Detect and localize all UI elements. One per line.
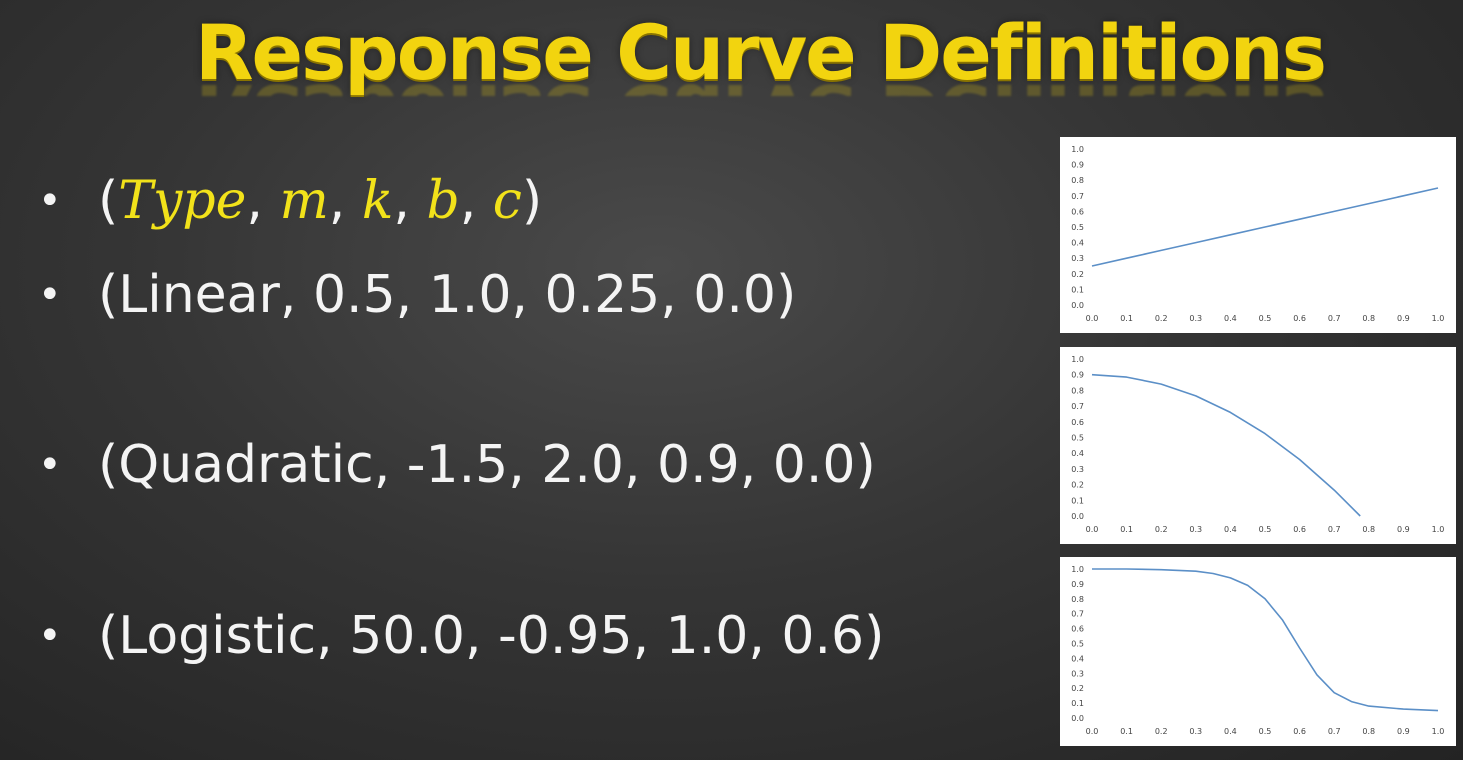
y-tick-label: 0.2 bbox=[1071, 481, 1084, 490]
x-tick-label: 0.8 bbox=[1362, 727, 1375, 736]
y-tick-label: 0.5 bbox=[1071, 223, 1084, 232]
bullet-logistic: • (Logistic, 50.0, -0.95, 1.0, 0.6) bbox=[38, 603, 884, 666]
x-tick-label: 0.7 bbox=[1328, 727, 1341, 736]
y-tick-label: 0.1 bbox=[1071, 496, 1084, 505]
y-tick-label: 0.5 bbox=[1071, 434, 1084, 443]
param-b: b bbox=[426, 171, 460, 231]
x-tick-label: 0.0 bbox=[1086, 525, 1099, 534]
x-tick-label: 0.8 bbox=[1362, 525, 1375, 534]
x-tick-label: 0.0 bbox=[1086, 314, 1099, 323]
x-tick-label: 0.6 bbox=[1293, 727, 1306, 736]
y-tick-label: 1.0 bbox=[1071, 145, 1084, 154]
param-k: k bbox=[361, 171, 394, 231]
x-tick-label: 1.0 bbox=[1432, 525, 1445, 534]
x-tick-label: 0.3 bbox=[1189, 314, 1202, 323]
bullet-dot: • bbox=[38, 178, 62, 224]
y-tick-label: 0.6 bbox=[1071, 207, 1084, 216]
y-tick-label: 0.9 bbox=[1071, 161, 1084, 170]
y-tick-label: 1.0 bbox=[1071, 565, 1084, 574]
param-c: c bbox=[492, 171, 522, 231]
x-tick-label: 0.4 bbox=[1224, 525, 1237, 534]
y-tick-label: 0.3 bbox=[1071, 465, 1084, 474]
title-reflection: Response Curve Definitions bbox=[195, 74, 1325, 96]
bullet-dot: • bbox=[38, 272, 62, 318]
bullet-quadratic: • (Quadratic, -1.5, 2.0, 0.9, 0.0) bbox=[38, 432, 876, 495]
x-tick-label: 0.4 bbox=[1224, 314, 1237, 323]
x-tick-label: 0.8 bbox=[1362, 314, 1375, 323]
x-tick-label: 0.7 bbox=[1328, 525, 1341, 534]
y-tick-label: 0.8 bbox=[1071, 176, 1084, 185]
y-tick-label: 0.8 bbox=[1071, 595, 1084, 604]
quadratic-curve-chart: 0.0 0.1 0.2 0.3 0.4 0.5 0.6 0.7 0.8 0.9 1.0 0.0 0.1 0… bbox=[1071, 355, 1445, 534]
x-tick-label: 0.3 bbox=[1189, 525, 1202, 534]
x-tick-label: 0.9 bbox=[1397, 525, 1410, 534]
logistic-curve-chart: 0.0 0.1 0.2 0.3 0.4 0.5 0.6 0.7 0.8 0.9 1.0 0.0 0.1 0… bbox=[1071, 565, 1445, 736]
x-tick-label: 0.6 bbox=[1293, 314, 1306, 323]
linear-curve-plot: 0.0 0.1 0.2 0.3 0.4 0.5 0.6 0.7 0.8 0.9 1.0 0.0 0.1 0… bbox=[1060, 137, 1456, 333]
logistic-definition: (Logistic, 50.0, -0.95, 1.0, 0.6) bbox=[98, 606, 885, 666]
logistic-curve-plot: 0.0 0.1 0.2 0.3 0.4 0.5 0.6 0.7 0.8 0.9 1.0 0.0 0.1 0… bbox=[1060, 557, 1456, 746]
x-tick-label: 0.3 bbox=[1189, 727, 1202, 736]
x-tick-label: 1.0 bbox=[1432, 314, 1445, 323]
y-tick-label: 0.4 bbox=[1071, 449, 1084, 458]
x-tick-label: 0.1 bbox=[1120, 525, 1133, 534]
x-tick-label: 0.5 bbox=[1259, 314, 1272, 323]
y-tick-label: 0.0 bbox=[1071, 301, 1084, 310]
x-tick-label: 0.2 bbox=[1155, 727, 1168, 736]
y-tick-label: 0.5 bbox=[1071, 640, 1084, 649]
y-tick-label: 0.1 bbox=[1071, 699, 1084, 708]
x-tick-label: 0.1 bbox=[1120, 314, 1133, 323]
y-tick-label: 0.7 bbox=[1071, 610, 1084, 619]
y-tick-label: 0.0 bbox=[1071, 714, 1084, 723]
y-tick-label: 0.6 bbox=[1071, 625, 1084, 634]
bullet-linear: • (Linear, 0.5, 1.0, 0.25, 0.0) bbox=[38, 262, 796, 325]
param-type: Type bbox=[118, 171, 247, 231]
x-tick-label: 0.1 bbox=[1120, 727, 1133, 736]
y-tick-label: 0.7 bbox=[1071, 192, 1084, 201]
y-tick-label: 0.4 bbox=[1071, 654, 1084, 663]
curve-line bbox=[1092, 568, 1439, 712]
y-tick-label: 0.0 bbox=[1071, 512, 1084, 521]
y-tick-label: 0.8 bbox=[1071, 386, 1084, 395]
y-tick-label: 0.9 bbox=[1071, 371, 1084, 380]
linear-curve-chart: 0.0 0.1 0.2 0.3 0.4 0.5 0.6 0.7 0.8 0.9 1.0 0.0 0.1 0… bbox=[1071, 145, 1445, 323]
y-tick-label: 0.1 bbox=[1071, 285, 1084, 294]
y-tick-label: 0.3 bbox=[1071, 669, 1084, 678]
y-tick-label: 0.7 bbox=[1071, 402, 1084, 411]
bullet-dot: • bbox=[38, 613, 62, 659]
x-tick-label: 1.0 bbox=[1432, 727, 1445, 736]
quadratic-definition: (Quadratic, -1.5, 2.0, 0.9, 0.0) bbox=[98, 435, 876, 495]
curve-line bbox=[1091, 187, 1439, 267]
linear-definition: (Linear, 0.5, 1.0, 0.25, 0.0) bbox=[98, 265, 797, 325]
y-tick-label: 0.9 bbox=[1071, 580, 1084, 589]
y-tick-label: 1.0 bbox=[1071, 355, 1084, 364]
x-tick-label: 0.5 bbox=[1259, 525, 1272, 534]
x-tick-label: 0.4 bbox=[1224, 727, 1237, 736]
bullet-signature: • (Type, m, k, b, c) bbox=[38, 171, 543, 231]
y-tick-label: 0.4 bbox=[1071, 239, 1084, 248]
slide-title: Response Curve Definitions bbox=[195, 8, 1327, 97]
y-tick-label: 0.2 bbox=[1071, 684, 1084, 693]
x-tick-label: 0.6 bbox=[1293, 525, 1306, 534]
param-m: m bbox=[279, 171, 329, 231]
curve-line bbox=[1091, 373, 1361, 517]
x-tick-label: 0.7 bbox=[1328, 314, 1341, 323]
x-tick-label: 0.9 bbox=[1397, 727, 1410, 736]
x-tick-label: 0.2 bbox=[1155, 525, 1168, 534]
bullet-dot: • bbox=[38, 442, 62, 488]
y-tick-label: 0.3 bbox=[1071, 254, 1084, 263]
x-tick-label: 0.9 bbox=[1397, 314, 1410, 323]
x-tick-label: 0.5 bbox=[1259, 727, 1272, 736]
x-tick-label: 0.0 bbox=[1086, 727, 1099, 736]
quadratic-curve-plot: 0.0 0.1 0.2 0.3 0.4 0.5 0.6 0.7 0.8 0.9 1.0 0.0 0.1 0… bbox=[1060, 347, 1456, 544]
x-tick-label: 0.2 bbox=[1155, 314, 1168, 323]
y-tick-label: 0.2 bbox=[1071, 270, 1084, 279]
y-tick-label: 0.6 bbox=[1071, 418, 1084, 427]
